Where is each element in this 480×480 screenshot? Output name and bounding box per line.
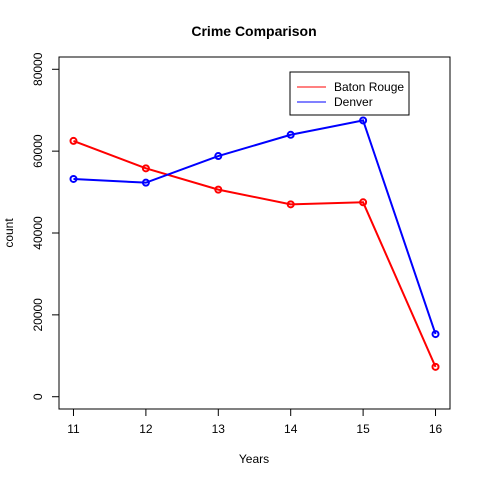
y-tick-label: 20000 bbox=[31, 298, 45, 332]
legend-label-baton-rouge: Baton Rouge bbox=[334, 80, 404, 94]
series-layer bbox=[69, 116, 440, 371]
x-axis-label: Years bbox=[239, 452, 269, 466]
data-point-denver bbox=[214, 152, 223, 161]
x-tick-label: 16 bbox=[429, 422, 443, 436]
x-axis: 11 12 13 14 15 16 bbox=[67, 408, 443, 436]
data-point-denver bbox=[141, 178, 150, 187]
series-line-denver bbox=[73, 119, 437, 335]
x-tick-label: 15 bbox=[356, 422, 370, 436]
data-point-denver bbox=[359, 116, 368, 125]
data-point-baton-rouge bbox=[214, 185, 223, 194]
data-point-baton-rouge bbox=[359, 198, 368, 207]
data-point-baton-rouge bbox=[69, 136, 78, 145]
legend-label-denver: Denver bbox=[334, 95, 373, 109]
data-point-baton-rouge bbox=[431, 362, 440, 371]
legend: Baton Rouge Denver bbox=[289, 71, 410, 116]
x-tick-label: 14 bbox=[284, 422, 298, 436]
y-axis-label: count bbox=[2, 218, 16, 248]
legend-box bbox=[289, 71, 410, 116]
y-tick-label: 0 bbox=[31, 393, 45, 400]
data-point-denver bbox=[286, 130, 295, 139]
y-axis: 0 20000 40000 60000 80000 bbox=[31, 52, 60, 400]
data-point-baton-rouge bbox=[286, 200, 295, 209]
x-tick-label: 11 bbox=[67, 422, 80, 436]
data-point-baton-rouge bbox=[141, 164, 150, 173]
y-tick-label: 80000 bbox=[31, 52, 45, 86]
x-tick-label: 12 bbox=[139, 422, 153, 436]
data-point-denver bbox=[431, 330, 440, 339]
y-tick-label: 40000 bbox=[31, 216, 45, 250]
data-point-denver bbox=[69, 174, 78, 183]
y-tick-label: 60000 bbox=[31, 134, 45, 168]
series-line-baton-rouge bbox=[73, 139, 437, 368]
x-tick-label: 13 bbox=[212, 422, 226, 436]
chart-title: Crime Comparison bbox=[191, 23, 316, 39]
